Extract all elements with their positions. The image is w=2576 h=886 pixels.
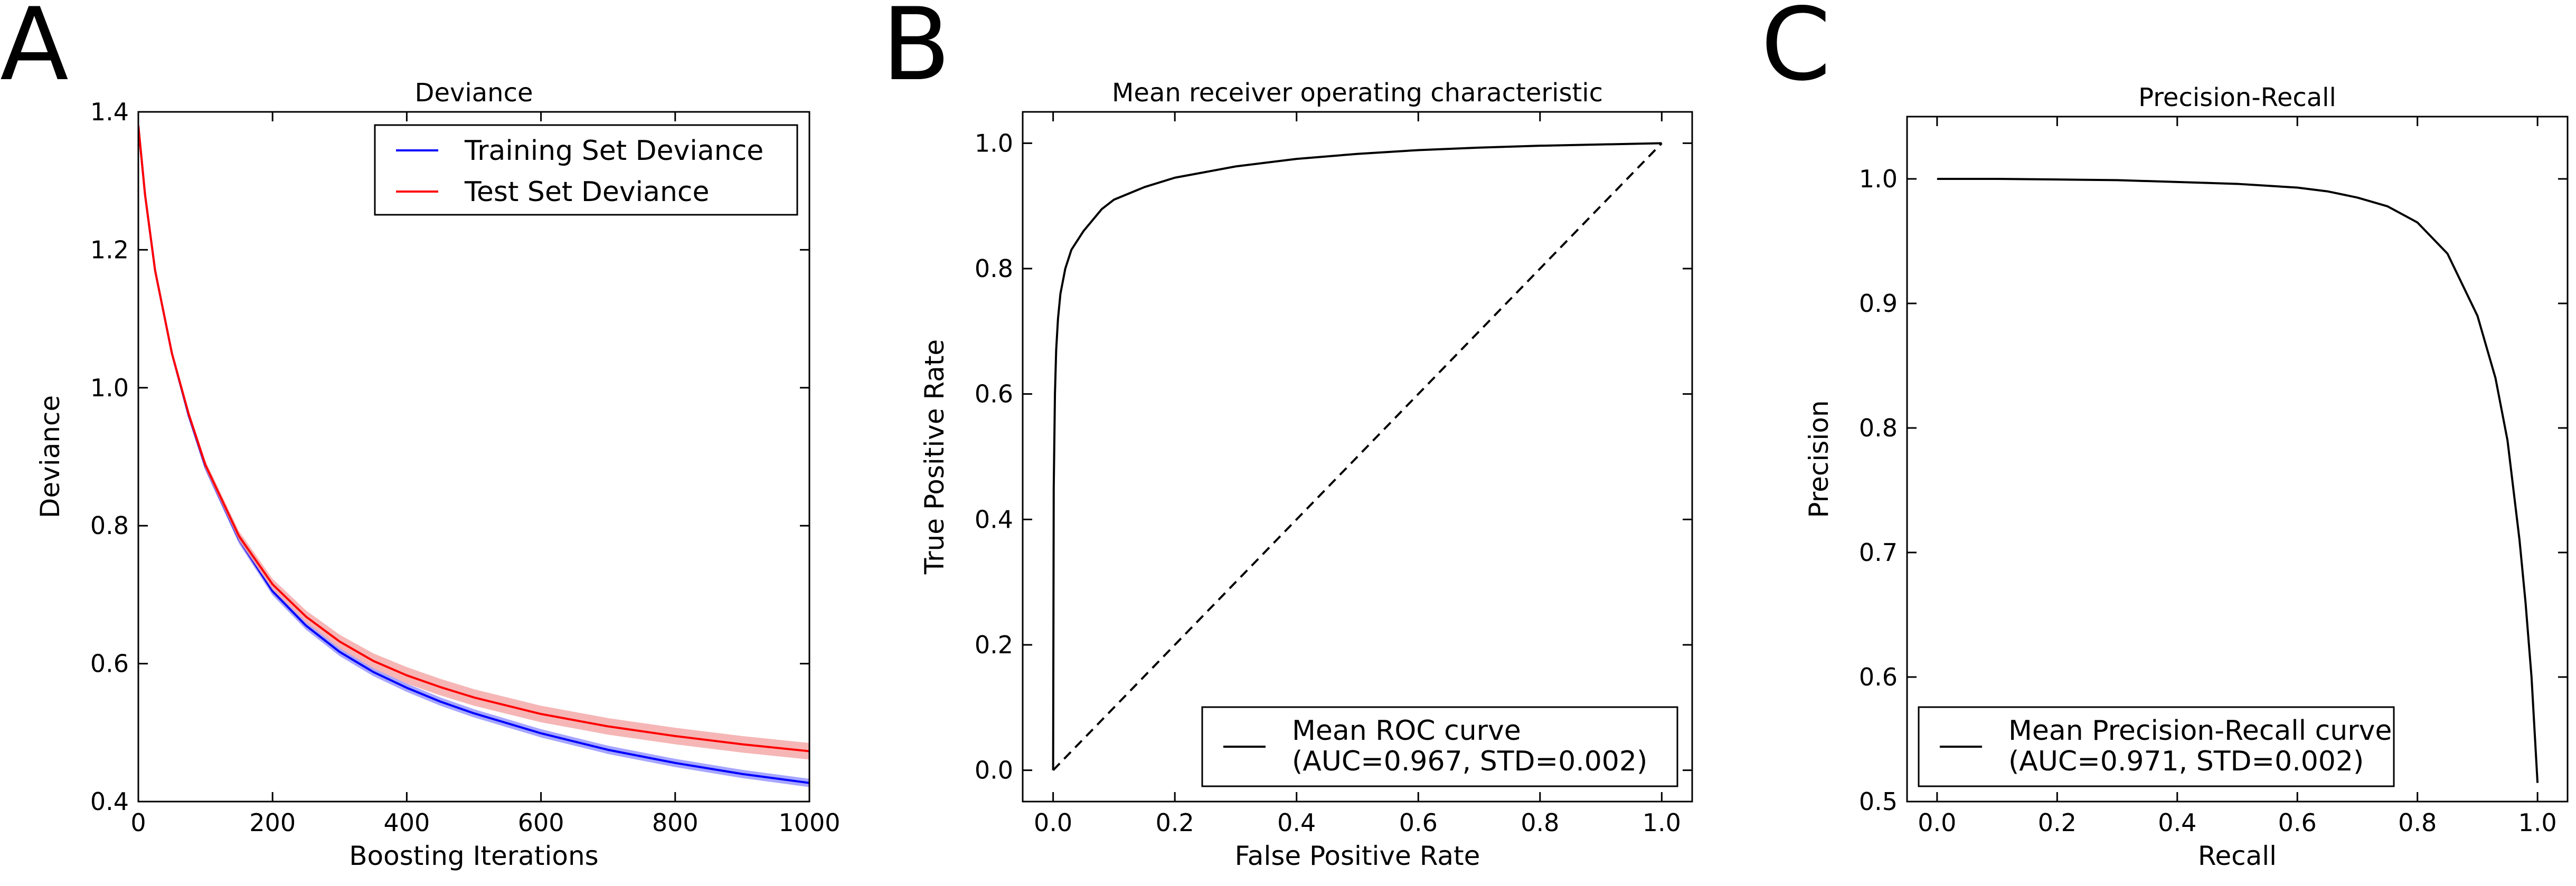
y-tick-label: 1.0: [975, 129, 1013, 157]
axes-frame: [1022, 111, 1693, 803]
series-line-1: [138, 125, 809, 784]
y-tick-label: 1.0: [1859, 165, 1898, 193]
legend-frame: [1918, 706, 2395, 787]
panel-letter: B: [882, 0, 950, 103]
y-tick-label: 0.0: [975, 756, 1013, 785]
legend-label: Test Set Deviance: [464, 176, 710, 208]
series-band-1: [138, 126, 809, 787]
x-tick-label: 0.8: [1521, 808, 1559, 837]
plot-area: [1937, 178, 2539, 783]
panel-letter: C: [1761, 0, 1831, 103]
y-tick-label: 0.5: [1859, 787, 1898, 816]
panel-c: C 0.0 0.2 0.4 0.6 0.8 1.0 0.5 0.6 0.7 0.8 0.9 1.0 Pre…: [1761, 0, 2569, 871]
y-axis-label: True Positive Rate: [919, 339, 950, 575]
x-tick-label: 0.8: [2398, 808, 2437, 837]
y-tick-label: 0.6: [90, 650, 129, 678]
x-tick-label: 0.4: [2158, 808, 2196, 837]
chart-title: Deviance: [415, 78, 533, 108]
axes-frame: [137, 111, 810, 803]
x-tick-label: 0.6: [1399, 808, 1438, 837]
y-axis-label: Deviance: [35, 395, 65, 518]
x-tick-label: 1.0: [1643, 808, 1681, 837]
y-tick-label: 0.9: [1859, 289, 1898, 318]
legend: Mean ROC curve(AUC=0.967, STD=0.002): [1201, 706, 1678, 787]
legend-label: Training Set Deviance: [464, 135, 763, 167]
x-tick-label: 0.4: [1277, 808, 1316, 837]
legend-frame: [1201, 706, 1678, 787]
y-tick-label: 0.8: [1859, 414, 1898, 442]
x-tick-label: 1000: [778, 808, 840, 837]
axes-frame: [1906, 116, 2569, 803]
series-line-2: [138, 125, 809, 752]
legend-label: (AUC=0.967, STD=0.002): [1292, 746, 1647, 777]
y-tick-label: 0.8: [90, 511, 129, 540]
y-tick-label: 0.2: [975, 631, 1013, 659]
x-tick-label: 0.2: [2038, 808, 2077, 837]
series-band-2: [138, 126, 809, 760]
x-tick-label: 0: [130, 808, 146, 837]
x-axis-label: Recall: [2198, 841, 2277, 871]
y-tick-label: 0.4: [975, 505, 1013, 533]
x-tick-label: 800: [652, 808, 699, 837]
y-tick-label: 1.2: [90, 235, 129, 264]
y-axis-label: Precision: [1804, 400, 1834, 518]
diagonal-reference-line: [1052, 142, 1663, 771]
panel-a: A 0 200 400 600 800 1000 0.4 0.6 0.8 1.0 1.2 1.4 Devi…: [0, 0, 841, 871]
panel-b: B 0.0 0.2 0.4 0.6 0.8 1.0 0.0 0.2 0.4 0.6 0.8 1.0 Mea…: [882, 0, 1693, 871]
x-tick-label: 0.6: [2278, 808, 2317, 837]
x-tick-label: 200: [249, 808, 296, 837]
y-tick-label: 0.4: [90, 787, 129, 816]
y-tick-label: 1.0: [90, 374, 129, 402]
y-tick-label: 0.6: [975, 380, 1013, 408]
x-tick-label: 0.2: [1156, 808, 1194, 837]
y-tick-label: 0.8: [975, 254, 1013, 283]
legend-label: Mean Precision-Recall curve: [2008, 715, 2392, 747]
legend-label: (AUC=0.971, STD=0.002): [2008, 746, 2364, 777]
x-axis-label: False Positive Rate: [1235, 841, 1480, 871]
x-tick-label: 600: [518, 808, 564, 837]
y-tick-label: 0.6: [1859, 663, 1898, 691]
x-tick-label: 400: [383, 808, 430, 837]
legend-frame: [374, 124, 798, 216]
y-tick-label: 0.7: [1859, 538, 1898, 567]
legend: Training Set Deviance Test Set Deviance: [374, 124, 798, 216]
x-axis-label: Boosting Iterations: [349, 841, 599, 871]
x-tick-label: 0.0: [1918, 808, 1956, 837]
series-line-1: [1937, 178, 2539, 783]
legend-label: Mean ROC curve: [1292, 715, 1521, 747]
chart-title: Mean receiver operating characteristic: [1112, 78, 1603, 108]
panel-letter: A: [0, 0, 69, 103]
x-tick-label: 1.0: [2518, 808, 2557, 837]
series-line-1: [1052, 142, 1662, 770]
x-tick-label: 0.0: [1034, 808, 1072, 837]
y-tick-label: 1.4: [90, 98, 129, 126]
legend: Mean Precision-Recall curve(AUC=0.971, S…: [1918, 706, 2395, 787]
plot-area: [1052, 142, 1663, 771]
chart-title: Precision-Recall: [2138, 83, 2336, 112]
plot-area: [138, 125, 809, 787]
